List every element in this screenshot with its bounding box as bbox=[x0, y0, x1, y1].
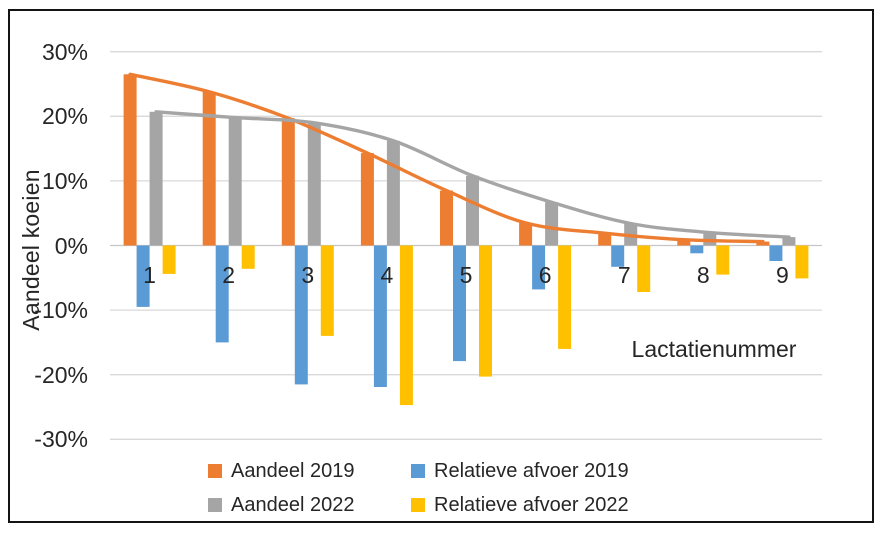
x-category-label: 8 bbox=[696, 262, 710, 288]
bar-relatieve-afvoer-2022-cat-7 bbox=[637, 245, 651, 292]
legend-swatch-relatieve-afvoer-2022 bbox=[411, 498, 425, 512]
bar-aandeel-2019-cat-9 bbox=[756, 241, 770, 246]
legend-swatch-aandeel-2019 bbox=[208, 464, 222, 478]
legend-label: Relatieve afvoer 2019 bbox=[434, 460, 629, 482]
x-axis-title: Lactatienummer bbox=[631, 336, 797, 362]
bar-relatieve-afvoer-2019-cat-7 bbox=[611, 245, 625, 267]
y-tick-label: -10% bbox=[34, 297, 88, 324]
y-tick-label: 10% bbox=[41, 167, 88, 194]
bar-relatieve-afvoer-2022-cat-8 bbox=[716, 245, 730, 275]
bar-relatieve-afvoer-2022-cat-9 bbox=[795, 245, 809, 279]
chart-frame bbox=[8, 9, 874, 523]
bar-relatieve-afvoer-2019-cat-5 bbox=[453, 245, 466, 362]
legend-item-relatieve-afvoer-2022: Relatieve afvoer 2022 bbox=[411, 494, 629, 516]
y-axis-title: Aandeel koeien bbox=[18, 169, 44, 331]
bar-relatieve-afvoer-2019-cat-6 bbox=[532, 245, 546, 290]
bar-aandeel-2022-cat-5 bbox=[466, 175, 479, 246]
x-category-label: 7 bbox=[617, 262, 631, 288]
bar-relatieve-afvoer-2022-cat-4 bbox=[399, 245, 413, 406]
trend-line-aandeel-2019 bbox=[128, 72, 765, 244]
bar-relatieve-afvoer-2022-cat-6 bbox=[558, 245, 572, 349]
bar-relatieve-afvoer-2019-cat-9 bbox=[769, 245, 783, 261]
bar-relatieve-afvoer-2019-cat-1 bbox=[136, 245, 150, 307]
bar-relatieve-afvoer-2019-cat-2 bbox=[215, 245, 229, 343]
legend-swatch-relatieve-afvoer-2019 bbox=[411, 464, 425, 478]
legend-item-relatieve-afvoer-2019: Relatieve afvoer 2019 bbox=[411, 460, 629, 482]
y-tick-label: -30% bbox=[34, 426, 88, 453]
bar-relatieve-afvoer-2019-cat-3 bbox=[294, 245, 308, 385]
x-category-label: 2 bbox=[222, 262, 236, 288]
bar-aandeel-2022-cat-1 bbox=[149, 111, 163, 246]
bar-relatieve-afvoer-2019-cat-4 bbox=[373, 245, 387, 387]
x-category-label: 4 bbox=[380, 262, 394, 288]
bar-aandeel-2019-cat-4 bbox=[360, 153, 374, 246]
y-tick-label: 20% bbox=[41, 103, 88, 130]
bar-aandeel-2022-cat-3 bbox=[307, 122, 321, 246]
bar-aandeel-2022-cat-6 bbox=[545, 202, 559, 246]
bar-aandeel-2019-cat-7 bbox=[598, 233, 612, 246]
legend-swatch-aandeel-2022 bbox=[208, 498, 222, 512]
bar-relatieve-afvoer-2019-cat-8 bbox=[690, 245, 704, 254]
bar-aandeel-2019-cat-8 bbox=[677, 239, 691, 246]
y-tick-label: -20% bbox=[34, 361, 88, 388]
bar-relatieve-afvoer-2022-cat-5 bbox=[479, 245, 492, 377]
legend-label: Relatieve afvoer 2022 bbox=[434, 494, 629, 516]
trend-line-aandeel-2022 bbox=[154, 110, 791, 239]
bar-aandeel-2022-cat-2 bbox=[228, 117, 242, 246]
bar-aandeel-2022-cat-9 bbox=[782, 237, 796, 246]
legend-label: Aandeel 2019 bbox=[231, 460, 355, 482]
x-category-label: 9 bbox=[776, 262, 789, 288]
x-category-label: 1 bbox=[143, 262, 156, 288]
bar-aandeel-2019-cat-3 bbox=[281, 118, 295, 246]
bar-aandeel-2022-cat-4 bbox=[386, 140, 400, 246]
x-category-label: 5 bbox=[459, 262, 473, 288]
bar-relatieve-afvoer-2022-cat-3 bbox=[320, 245, 334, 336]
y-tick-label: 0% bbox=[54, 232, 88, 259]
bar-aandeel-2019-cat-1 bbox=[123, 74, 137, 246]
legend-item-aandeel-2022: Aandeel 2022 bbox=[208, 494, 354, 516]
bar-aandeel-2019-cat-2 bbox=[202, 91, 216, 246]
bar-relatieve-afvoer-2022-cat-2 bbox=[241, 245, 255, 269]
bar-relatieve-afvoer-2022-cat-1 bbox=[162, 245, 176, 274]
legend-label: Aandeel 2022 bbox=[231, 494, 355, 516]
bar-aandeel-2019-cat-5 bbox=[440, 190, 453, 246]
legend-item-aandeel-2019: Aandeel 2019 bbox=[208, 460, 354, 482]
y-tick-label: 30% bbox=[41, 38, 88, 65]
bar-aandeel-2019-cat-6 bbox=[519, 222, 533, 246]
x-category-label: 3 bbox=[301, 262, 315, 288]
x-category-label: 6 bbox=[538, 262, 552, 288]
